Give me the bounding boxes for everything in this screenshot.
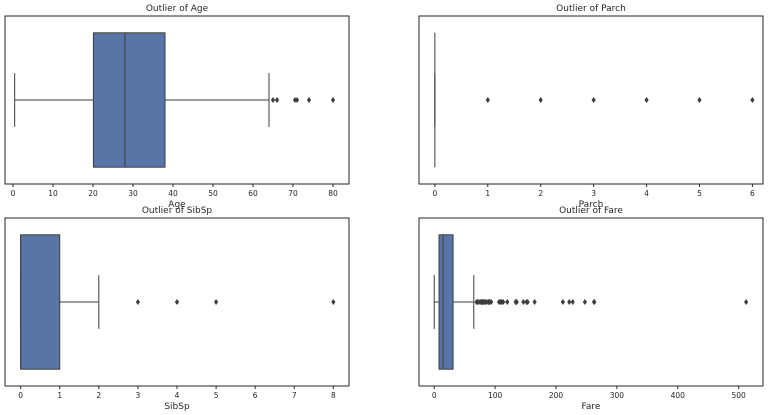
outlier-point-parch-1 — [538, 97, 543, 103]
tick-label-fare-1: 100 — [488, 391, 503, 400]
outlier-point-sibsp-1 — [174, 299, 180, 305]
chart-title-age: Outlier of Age — [146, 4, 209, 14]
outlier-point-age-1 — [274, 97, 280, 103]
outlier-point-fare-34 — [592, 299, 597, 305]
outlier-point-parch-4 — [697, 97, 702, 103]
tick-label-age-2: 20 — [88, 189, 98, 198]
tick-label-sibsp-2: 2 — [96, 391, 101, 400]
x-axis-label-sibsp: SibSp — [164, 402, 190, 412]
tick-label-sibsp-1: 1 — [57, 391, 62, 400]
tick-label-parch-2: 2 — [538, 189, 543, 198]
outlier-point-sibsp-2 — [213, 299, 219, 305]
tick-label-fare-0: 0 — [432, 391, 437, 400]
outlier-point-parch-3 — [644, 97, 649, 103]
outlier-point-parch-2 — [591, 97, 596, 103]
tick-label-sibsp-3: 3 — [136, 391, 141, 400]
tick-label-parch-5: 5 — [697, 189, 702, 198]
tick-label-age-0: 0 — [11, 189, 16, 198]
tick-label-age-7: 70 — [288, 189, 298, 198]
chart-title-fare: Outlier of Fare — [559, 206, 623, 216]
outlier-point-fare-25 — [521, 299, 526, 305]
outlier-point-fare-32 — [582, 299, 588, 305]
tick-label-parch-6: 6 — [750, 189, 755, 198]
outlier-point-parch-0 — [485, 97, 490, 103]
tick-label-sibsp-4: 4 — [175, 391, 180, 400]
outlier-point-fare-30 — [567, 299, 572, 305]
box-sibsp — [20, 234, 61, 370]
tick-label-age-3: 30 — [128, 189, 138, 198]
tick-label-sibsp-5: 5 — [214, 391, 219, 400]
outlier-point-fare-28 — [532, 299, 537, 305]
box-age — [92, 32, 166, 168]
outlier-point-age-3 — [294, 97, 300, 103]
axes-frame-parch — [418, 15, 764, 185]
tick-label-sibsp-8: 8 — [331, 391, 336, 400]
tick-label-age-6: 60 — [248, 189, 258, 198]
chart-title-sibsp: Outlier of SibSp — [142, 206, 213, 216]
outlier-point-fare-20 — [501, 299, 506, 305]
outlier-point-parch-5 — [750, 97, 755, 103]
tick-label-parch-1: 1 — [485, 189, 490, 198]
chart-title-parch: Outlier of Parch — [556, 4, 626, 14]
tick-label-fare-4: 400 — [671, 391, 686, 400]
tick-label-age-8: 80 — [328, 189, 338, 198]
tick-label-parch-3: 3 — [591, 189, 596, 198]
tick-label-fare-3: 300 — [610, 391, 625, 400]
tick-label-fare-2: 200 — [549, 391, 564, 400]
outlier-point-sibsp-3 — [331, 299, 336, 305]
outlier-point-age-4 — [306, 97, 312, 103]
panel-sibsp: Outlier of SibSp 0 1 2 3 4 5 6 7 8 SibSp — [4, 206, 350, 412]
outlier-point-age-0 — [270, 97, 276, 103]
outlier-point-age-5 — [330, 97, 336, 103]
tick-label-sibsp-7: 7 — [292, 391, 297, 400]
axes-frame-age — [4, 15, 350, 185]
outlier-point-fare-21 — [505, 299, 510, 305]
x-axis-label-age: Age — [168, 200, 186, 210]
outlier-point-fare-35 — [744, 299, 749, 305]
outlier-point-sibsp-0 — [135, 299, 141, 305]
x-axis-label-fare: Fare — [582, 402, 601, 412]
outlier-point-fare-24 — [514, 299, 519, 305]
outlier-point-fare-29 — [560, 299, 565, 305]
axes-frame-fare — [418, 217, 764, 387]
panel-age: Outlier of Age 0 10 20 30 40 50 60 70 80 Age — [4, 4, 350, 210]
tick-label-age-1: 10 — [48, 189, 58, 198]
outlier-point-fare-27 — [525, 299, 530, 305]
outlier-point-fare-31 — [570, 299, 575, 305]
tick-label-age-4: 40 — [168, 189, 178, 198]
panel-parch: Outlier of Parch 0 1 2 3 4 5 6 Parch — [418, 4, 764, 210]
outlier-point-fare-16 — [489, 299, 494, 305]
panel-fare: Outlier of Fare 0 100 200 300 400 500 Fare — [418, 206, 764, 412]
tick-label-sibsp-6: 6 — [253, 391, 258, 400]
x-axis-label-parch: Parch — [579, 200, 604, 210]
tick-label-fare-5: 500 — [731, 391, 746, 400]
tick-label-sibsp-0: 0 — [18, 391, 23, 400]
box-fare — [438, 234, 454, 370]
tick-label-parch-0: 0 — [432, 189, 437, 198]
tick-label-parch-4: 4 — [644, 189, 649, 198]
tick-label-age-5: 50 — [208, 189, 218, 198]
